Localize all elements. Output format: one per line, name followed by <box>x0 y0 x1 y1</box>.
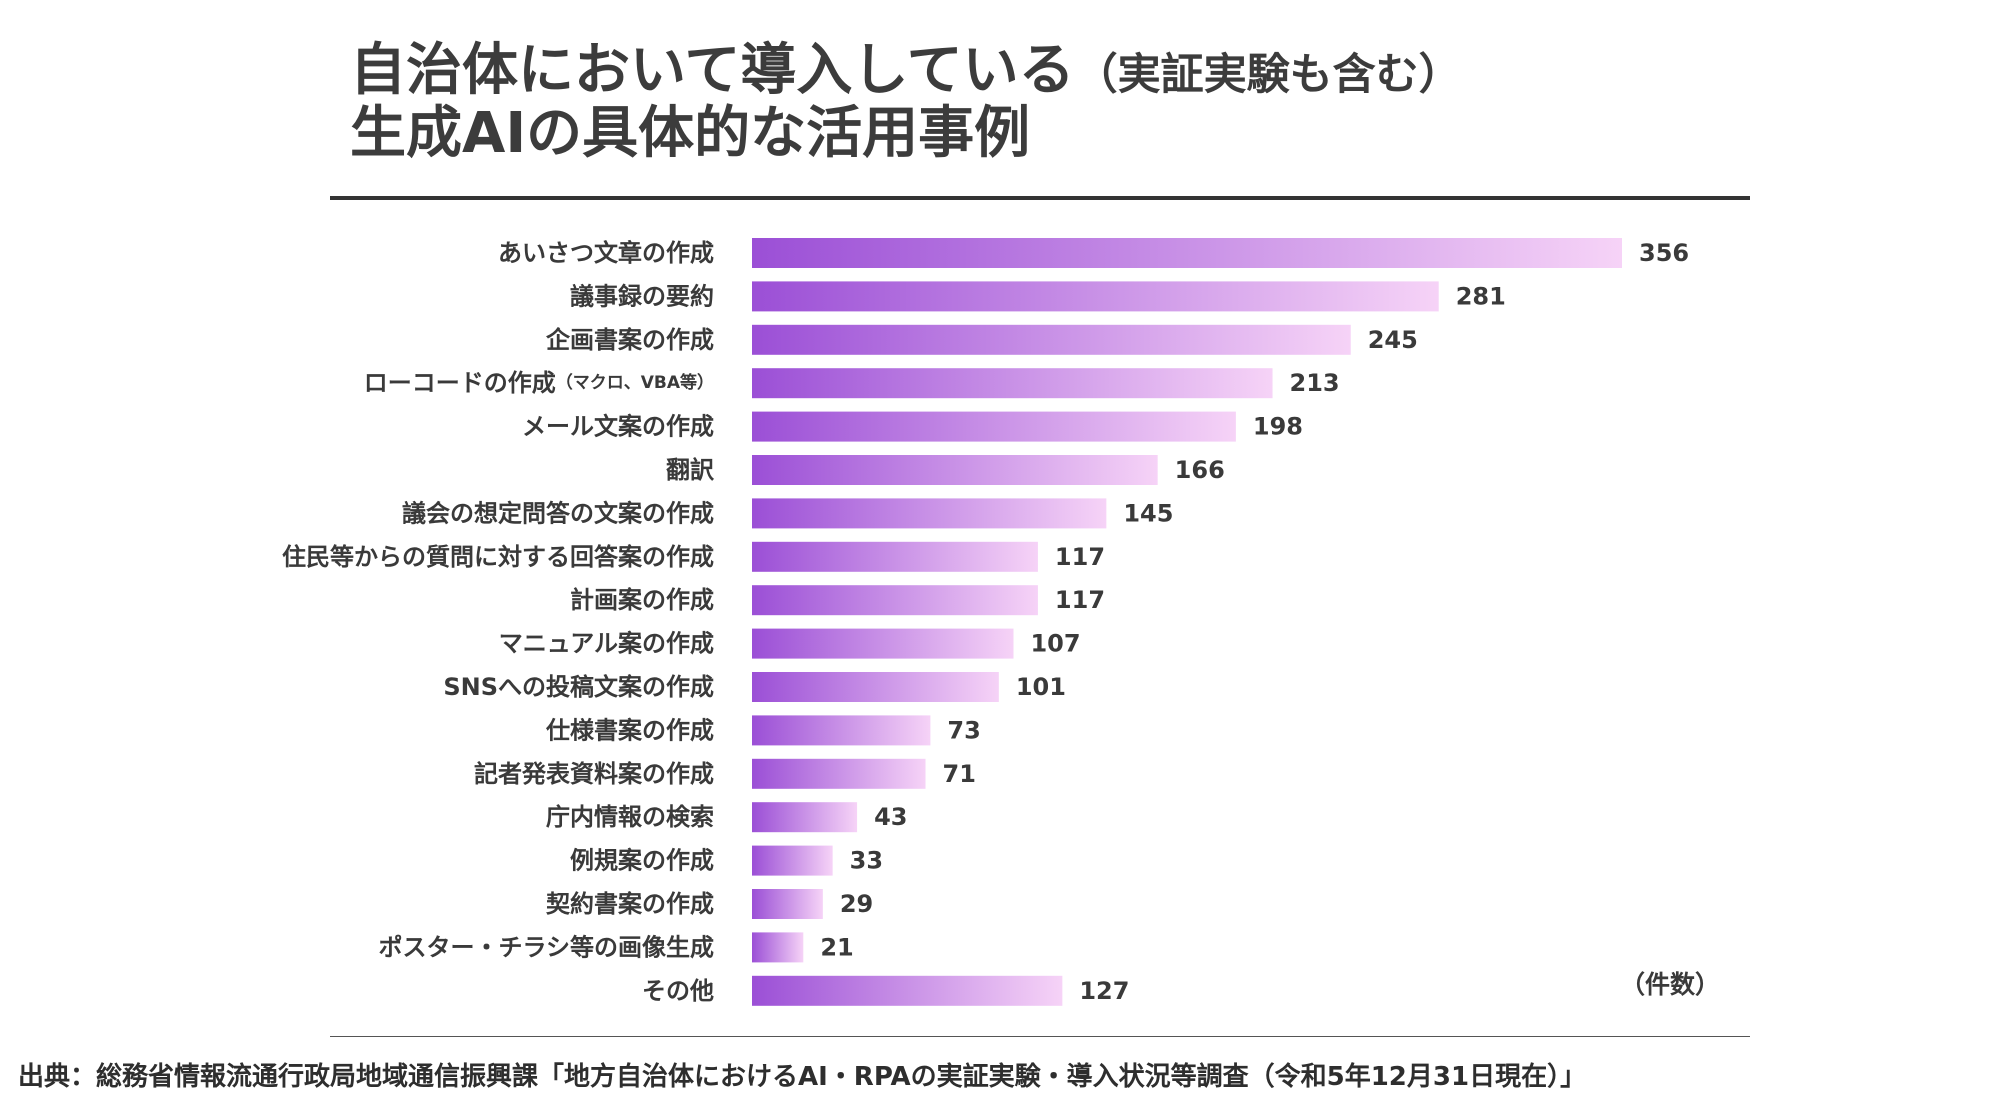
bar <box>752 932 804 963</box>
value-label: 117 <box>1055 586 1105 614</box>
title-divider <box>330 196 1750 200</box>
value-label: 198 <box>1253 413 1303 441</box>
bar <box>752 541 1038 572</box>
unit-label: （件数） <box>1620 970 1721 999</box>
value-label: 107 <box>1030 630 1080 658</box>
value-label: 21 <box>820 933 853 961</box>
category-label: 企画書案の作成 <box>546 326 714 354</box>
value-label: 117 <box>1055 543 1105 571</box>
title-line-1: 自治体において導入している（実証実験も含む） <box>350 38 1462 103</box>
value-label: 356 <box>1639 239 1689 267</box>
value-label: 166 <box>1175 456 1225 484</box>
source-citation: 出典：総務省情報流通行政局地域通信振興課「地方自治体におけるAI・RPAの実証実… <box>18 1062 1587 1092</box>
title-suffix-text: （実証実験も含む） <box>1074 50 1462 100</box>
bar <box>752 238 1622 268</box>
category-label: マニュアル案の作成 <box>499 630 714 658</box>
bar <box>752 585 1038 616</box>
bar <box>752 975 1063 1006</box>
source-divider <box>330 1036 1750 1037</box>
bar <box>752 628 1014 659</box>
category-label: 仕様書案の作成 <box>545 716 714 744</box>
bar <box>752 324 1351 355</box>
title-main-text: 自治体において導入している <box>350 38 1075 103</box>
category-label: 記者発表資料案の作成 <box>474 760 714 788</box>
bar <box>752 672 999 702</box>
bar-group: あいさつ文章の作成 356 議事録の要約 281 企画書案の作成 245 ローコードの作成（… <box>282 238 1689 1006</box>
category-label: その他 <box>642 977 714 1005</box>
category-label: 例規案の作成 <box>570 847 714 875</box>
category-label: 計画案の作成 <box>570 586 714 614</box>
category-label: ローコードの作成（マクロ、VBA等） <box>364 369 714 397</box>
bar <box>752 845 833 876</box>
category-label: 庁内情報の検索 <box>546 803 714 831</box>
category-label: 議事録の要約 <box>570 282 714 310</box>
category-label: SNSへの投稿文案の作成 <box>443 673 714 701</box>
value-label: 245 <box>1368 326 1418 354</box>
bar <box>752 758 926 789</box>
category-label: 議会の想定問答の文案の作成 <box>402 499 714 527</box>
value-label: 33 <box>850 847 883 875</box>
value-label: 213 <box>1290 369 1340 397</box>
value-label: 71 <box>943 760 976 788</box>
title-line-2: 生成AIの具体的な活用事例 <box>350 100 1031 166</box>
value-label: 281 <box>1456 282 1506 310</box>
bar-chart: あいさつ文章の作成 356 議事録の要約 281 企画書案の作成 245 ローコードの作成（… <box>282 238 1689 1006</box>
bar <box>752 368 1273 399</box>
bar <box>752 455 1158 485</box>
category-label: メール文案の作成 <box>522 413 714 441</box>
value-label: 29 <box>840 890 873 918</box>
category-label: 契約書案の作成 <box>546 890 714 918</box>
category-label: 翻訳 <box>666 456 715 484</box>
bar <box>752 411 1236 442</box>
bar <box>752 889 823 919</box>
value-label: 145 <box>1123 499 1173 527</box>
value-label: 127 <box>1079 977 1129 1005</box>
bar <box>752 802 858 833</box>
bar <box>752 715 931 746</box>
category-label: ポスター・チラシ等の画像生成 <box>378 933 714 961</box>
bar <box>752 281 1439 312</box>
value-label: 101 <box>1016 673 1066 701</box>
category-label: 住民等からの質問に対する回答案の作成 <box>282 543 714 571</box>
value-label: 43 <box>874 803 907 831</box>
value-label: 73 <box>947 716 980 744</box>
bar <box>752 498 1107 529</box>
chart-title: 自治体において導入している（実証実験も含む） 生成AIの具体的な活用事例 <box>350 38 1462 166</box>
category-label: あいさつ文章の作成 <box>498 239 714 267</box>
